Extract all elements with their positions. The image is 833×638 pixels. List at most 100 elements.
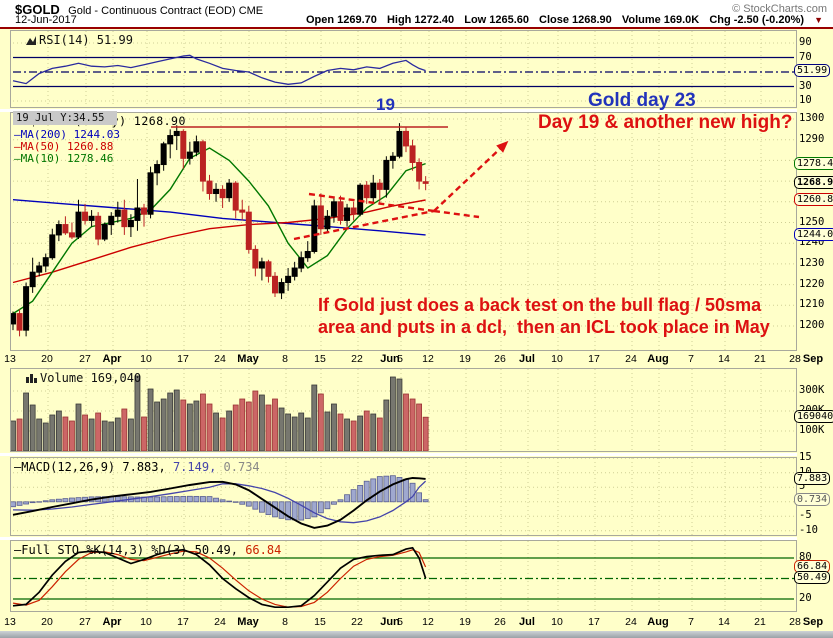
volume-bar (134, 375, 141, 451)
volume-bar (88, 418, 95, 451)
macd-histogram-bar (285, 501, 292, 521)
candle (29, 271, 36, 288)
candle (62, 224, 69, 234)
price-panel (10, 112, 797, 351)
candle (272, 275, 278, 294)
macd-histogram-bar (291, 501, 298, 521)
volume-bar (278, 407, 285, 451)
candle (36, 265, 43, 273)
date-tick-label: 28 (789, 616, 801, 628)
volume-bar (69, 420, 75, 451)
macd-histogram-bar (317, 501, 324, 514)
stochastic-legend-row: —Full STO %K(14,3) %D(3) 50.49, 66.84 (14, 543, 281, 557)
macd-histogram-bar (213, 497, 219, 503)
ma200-legend: —MA(200) 1244.03 (14, 128, 120, 141)
annotation-day19-new-high: Day 19 & another new high? (538, 112, 793, 133)
date-tick-label: 19 (459, 353, 471, 365)
rsi-legend: RSI(14) 51.99 (39, 33, 133, 47)
peak-day-label: 19 (376, 95, 395, 114)
macd-histogram-bar (62, 498, 69, 503)
axis-value-bubble: 1260.88 (794, 192, 833, 206)
ticker-name: Gold - Continuous Contract (EOD) CME (68, 5, 264, 17)
axis-value-bubble: 1268.90 (794, 176, 833, 190)
stochastic-plot (12, 541, 794, 611)
volume-bar (226, 410, 233, 451)
panel-gap (0, 537, 797, 540)
date-tick-label: 15 (314, 353, 326, 365)
volume-bar (285, 413, 292, 451)
axis-label: 1250 (799, 215, 825, 228)
macd-histogram-bar (147, 496, 154, 503)
quote-volume-value: 169.0K (663, 14, 700, 26)
candle (75, 211, 82, 238)
candle (160, 143, 167, 166)
candle (285, 275, 292, 284)
candle (324, 215, 331, 230)
volume-bar (121, 408, 128, 451)
volume-bar (331, 403, 337, 451)
ticker-row: $GOLD Gold - Continuous Contract (EOD) C… (15, 2, 263, 17)
date-tick-label: 20 (41, 353, 53, 365)
macd-histogram-bar (154, 496, 161, 503)
candle (265, 261, 272, 277)
date-tick-label: 28 (789, 353, 801, 365)
quote-close-value: 1268.90 (572, 14, 612, 26)
volume-bar (75, 403, 82, 451)
ma200-line (12, 199, 426, 236)
sto-d-line (12, 549, 427, 608)
macd-histogram-bar (252, 501, 259, 510)
date-tick-label: 17 (588, 616, 600, 628)
date-tick-label: 22 (351, 353, 363, 365)
volume-bar (173, 389, 180, 451)
axis-label: 1230 (799, 256, 825, 269)
volume-bar (376, 417, 383, 451)
axis-value-bubble: 1278.46 (794, 156, 833, 170)
date-tick-label: 19 (459, 616, 471, 628)
macd-line (12, 477, 426, 529)
volume-bar (200, 393, 206, 451)
candle (383, 159, 390, 190)
ma50-line (12, 199, 426, 284)
volume-panel (10, 368, 797, 452)
macd-legend-hist: 0.734 (216, 460, 260, 474)
date-tick-label: Jul (519, 353, 535, 365)
axis-value-bubble: 7.883 (794, 471, 831, 485)
candle (193, 141, 200, 153)
macd-histogram-bar (396, 477, 403, 503)
chart-date: 12-Jun-2017 (15, 14, 77, 26)
axis-value-bubble: 0.734 (794, 492, 831, 506)
date-tick-label: 10 (140, 353, 152, 365)
macd-histogram-bar (173, 496, 180, 503)
volume-bar (16, 418, 23, 451)
note-line-1: If Gold just does a back test on the bul… (318, 295, 762, 315)
macd-plot (11, 458, 794, 535)
candle (389, 155, 396, 161)
macd-histogram-bar (344, 494, 350, 503)
volume-bar (206, 403, 213, 451)
sto-legend-main: Full STO %K(14,3) %D(3) 50.49, (21, 543, 238, 557)
date-tick-label: May (237, 353, 259, 365)
candle (16, 313, 23, 331)
macd-histogram-bar (16, 501, 23, 506)
quote-low-value: 1265.60 (489, 14, 529, 26)
volume-bar (344, 418, 350, 451)
volume-bar (370, 413, 377, 451)
macd-histogram-bar (376, 476, 383, 503)
candle (357, 184, 364, 215)
axis-value-bubble: 50.49 (794, 571, 831, 585)
volume-bar (141, 416, 147, 451)
date-tick-label: 20 (41, 616, 53, 628)
volume-bar (245, 401, 252, 451)
date-tick-label: Apr (102, 353, 122, 365)
annotation-gold-day-23: Gold day 23 (588, 90, 696, 111)
panel-gap (0, 453, 797, 456)
quote-high-value: 1272.40 (414, 14, 455, 26)
candle (344, 207, 351, 221)
candle (396, 130, 403, 157)
candle (186, 151, 193, 159)
axis-label: 15 (799, 451, 812, 464)
ma50-legend: —MA(50) 1260.88 (14, 140, 114, 153)
macd-histogram-bar (350, 489, 357, 503)
quote-open-label: Open (305, 14, 335, 26)
